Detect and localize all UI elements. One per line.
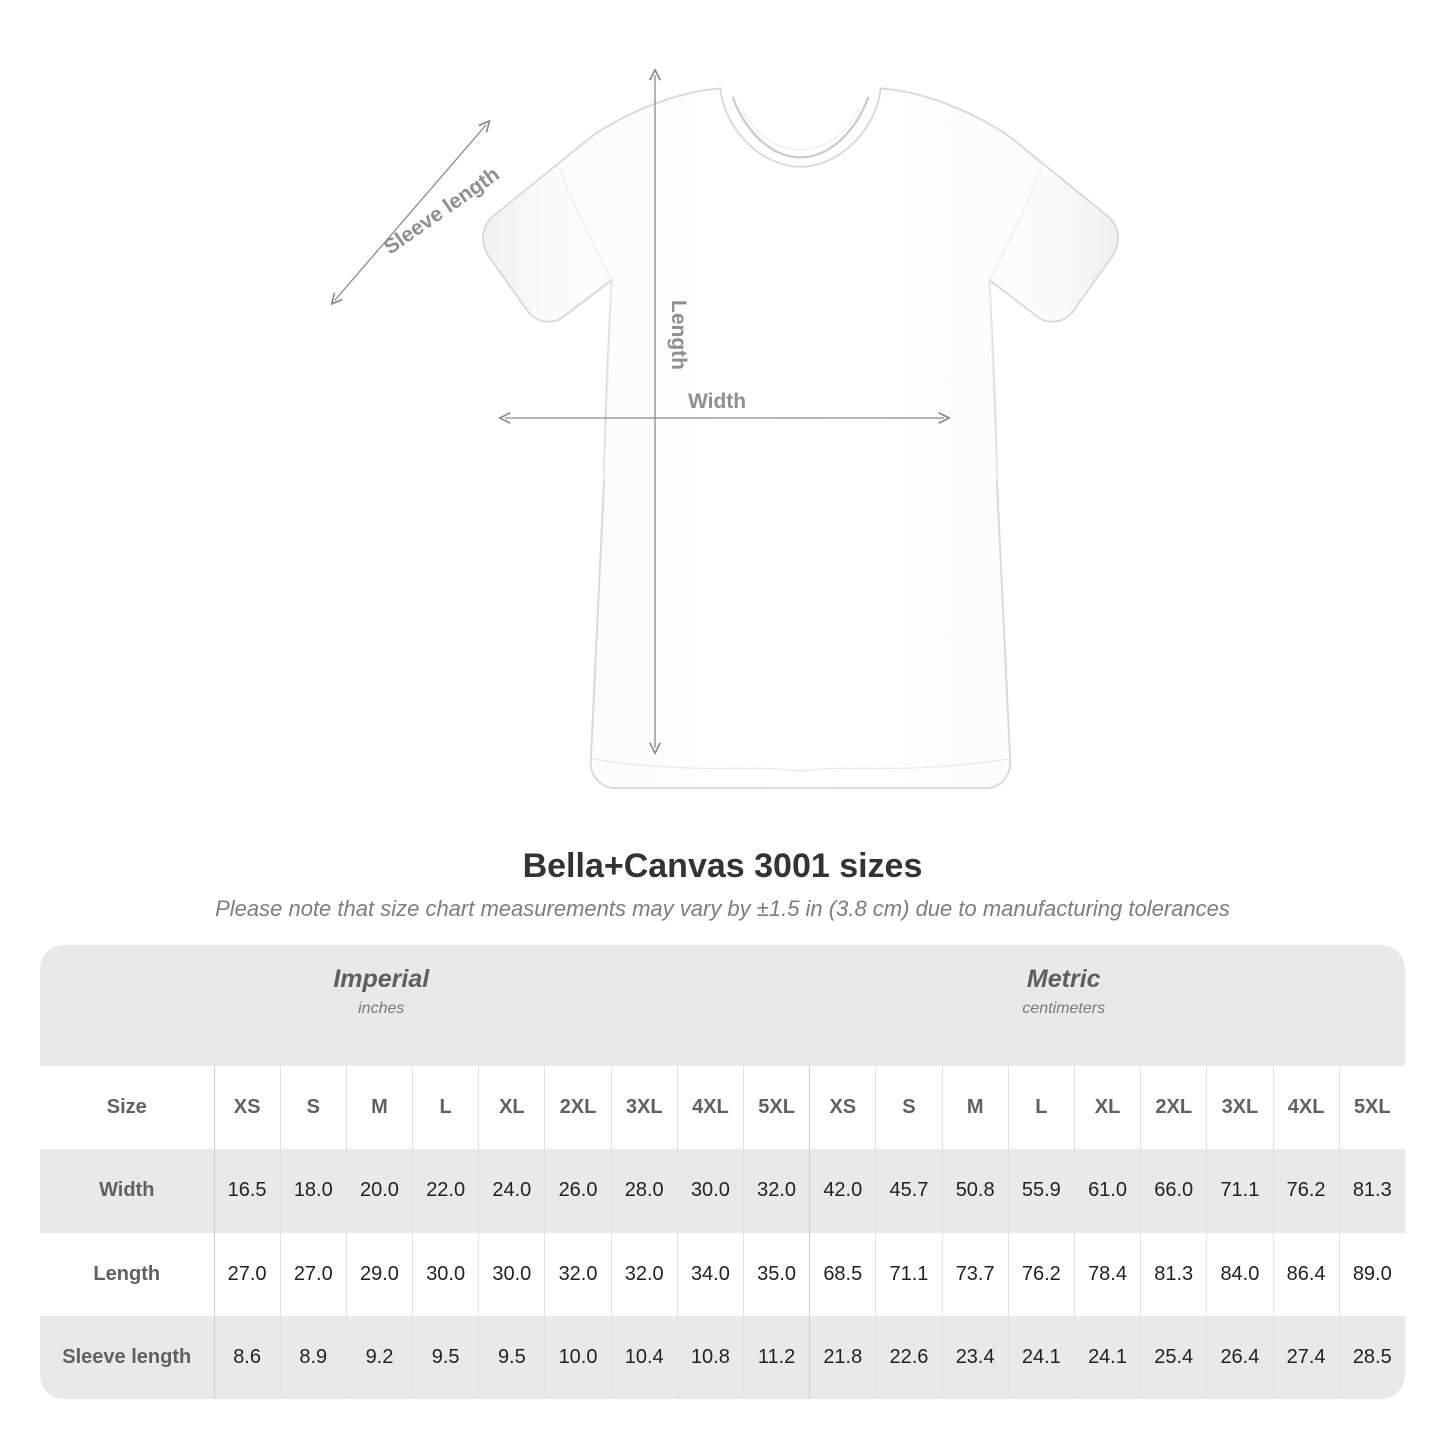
svg-text:Length: Length (667, 300, 690, 370)
svg-text:Width: Width (688, 390, 746, 413)
